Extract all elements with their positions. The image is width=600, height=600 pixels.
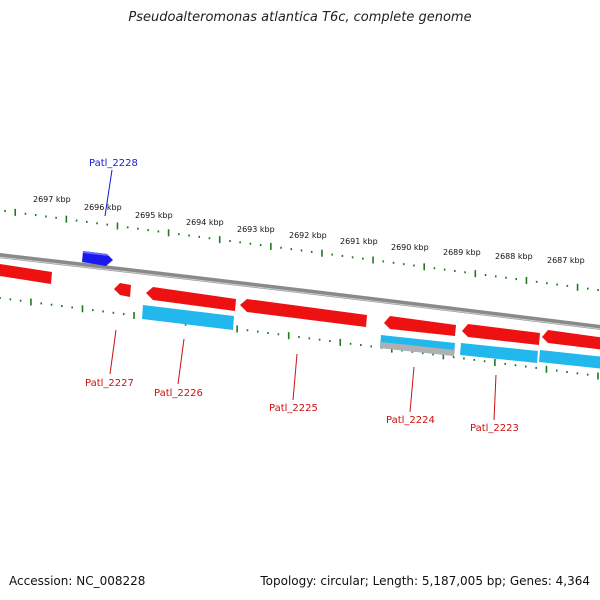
gene-label-patl-2224[interactable]: Patl_2224 [386, 415, 435, 426]
gene-label-patl-2228[interactable]: Patl_2228 [89, 158, 138, 169]
scale-label-2694: 2694 kbp [186, 218, 224, 227]
accession-text: Accession: NC_008228 [9, 574, 146, 588]
scale-ticks-outer [4, 208, 599, 291]
scale-label-2689: 2689 kbp [443, 248, 481, 257]
gene-label-patl-2227[interactable]: Patl_2227 [85, 378, 134, 389]
product-block-patl-2226[interactable] [142, 305, 234, 330]
topology-summary: Topology: circular; Length: 5,187,005 bp… [260, 574, 590, 588]
gene-label-patl-2226[interactable]: Patl_2226 [154, 388, 203, 399]
gene-reverse-left-edge[interactable] [0, 264, 52, 284]
scale-label-2695: 2695 kbp [135, 211, 173, 220]
scale-label-2688: 2688 kbp [495, 252, 533, 261]
gene-reverse-patl-2225[interactable] [240, 299, 367, 327]
gene-reverse-patl-2223[interactable] [462, 324, 540, 345]
gene-reverse-right-edge[interactable] [542, 330, 600, 350]
gene-reverse-patl-2226[interactable] [146, 287, 236, 311]
scale-label-2696: 2696 kbp [84, 203, 122, 212]
gene-leader-lines [104, 169, 497, 421]
gene-label-patl-2223[interactable]: Patl_2223 [470, 423, 519, 434]
scale-label-2691: 2691 kbp [340, 237, 378, 246]
product-block-patl-2223[interactable] [460, 343, 538, 363]
scale-label-2687: 2687 kbp [547, 256, 585, 265]
map-title: Pseudoalteromonas atlantica T6c, complet… [128, 10, 472, 25]
genome-backbone [0, 253, 600, 330]
scale-label-2690: 2690 kbp [391, 243, 429, 252]
gene-reverse-patl-2224[interactable] [384, 316, 456, 336]
gene-label-patl-2225[interactable]: Patl_2225 [269, 403, 318, 414]
product-block-patl-2224-gray [380, 342, 455, 356]
scale-label-2697: 2697 kbp [33, 195, 71, 204]
gene-reverse-patl-2227[interactable] [114, 283, 131, 297]
scale-label-2693: 2693 kbp [237, 225, 275, 234]
product-block-right-edge[interactable] [539, 350, 600, 369]
scale-label-2692: 2692 kbp [289, 231, 327, 240]
